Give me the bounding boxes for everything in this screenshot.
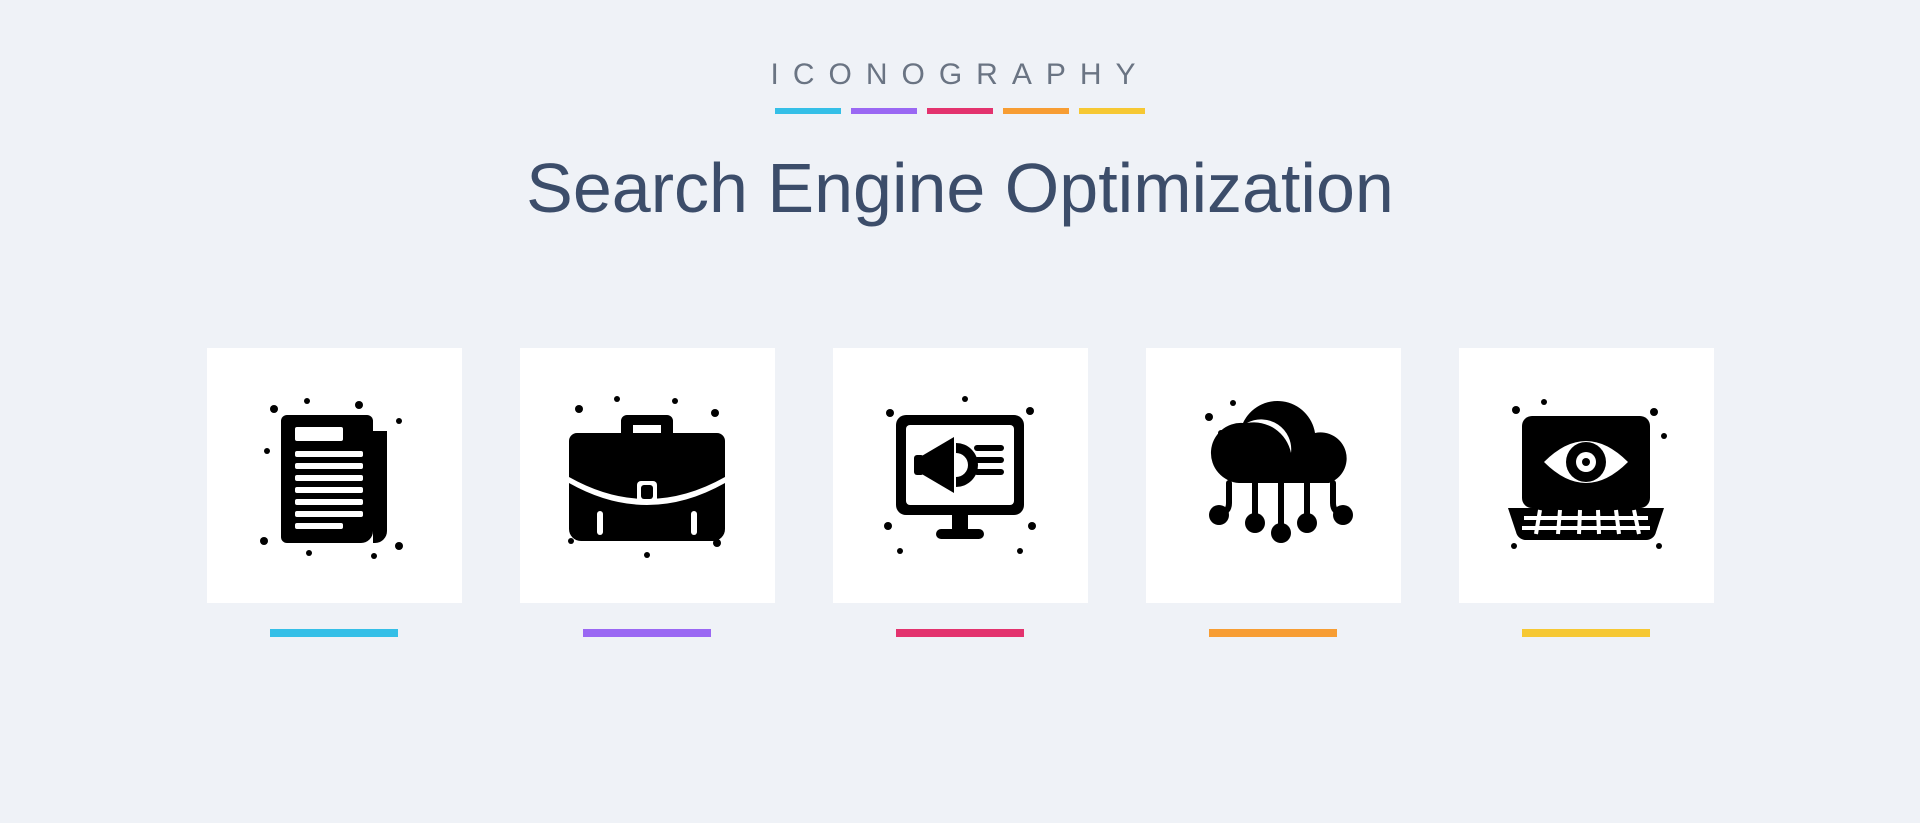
icon-card-cloud xyxy=(1146,348,1401,637)
icon-tile xyxy=(833,348,1088,603)
briefcase-icon xyxy=(557,391,737,561)
icon-card-laptop xyxy=(1459,348,1714,637)
icon-underline xyxy=(583,629,711,637)
cloud-network-icon xyxy=(1181,391,1366,561)
brand-rule xyxy=(775,108,1145,114)
icon-card-briefcase xyxy=(520,348,775,637)
rule-seg-2 xyxy=(851,108,917,114)
laptop-eye-icon xyxy=(1494,396,1679,556)
icon-row xyxy=(207,348,1714,637)
icon-tile xyxy=(1146,348,1401,603)
icon-card-newspaper xyxy=(207,348,462,637)
icon-tile xyxy=(520,348,775,603)
page-title: Search Engine Optimization xyxy=(526,148,1394,228)
header: ICONOGRAPHY Search Engine Optimization xyxy=(526,58,1394,228)
icon-tile xyxy=(207,348,462,603)
icon-underline xyxy=(1522,629,1650,637)
icon-underline xyxy=(896,629,1024,637)
newspaper-icon xyxy=(249,391,419,561)
rule-seg-3 xyxy=(927,108,993,114)
icon-card-monitor xyxy=(833,348,1088,637)
rule-seg-1 xyxy=(775,108,841,114)
monitor-megaphone-icon xyxy=(870,391,1050,561)
brand-label: ICONOGRAPHY xyxy=(770,58,1149,92)
icon-tile xyxy=(1459,348,1714,603)
rule-seg-4 xyxy=(1003,108,1069,114)
icon-underline xyxy=(1209,629,1337,637)
icon-underline xyxy=(270,629,398,637)
rule-seg-5 xyxy=(1079,108,1145,114)
